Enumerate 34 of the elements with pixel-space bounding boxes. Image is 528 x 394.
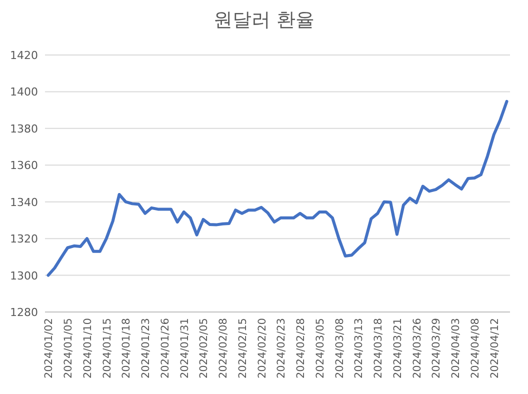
x-tick-label: 2024/02/28 [295, 318, 308, 379]
x-tick-label: 2024/02/15 [236, 318, 249, 379]
x-tick-label: 2024/01/02 [43, 318, 56, 379]
x-tick-label: 2024/03/26 [411, 318, 424, 379]
y-tick-label: 1400 [10, 86, 38, 99]
y-tick-label: 1420 [10, 49, 38, 62]
x-tick-label: 2024/03/18 [372, 318, 385, 379]
y-tick-label: 1380 [10, 122, 38, 136]
x-tick-label: 2024/01/23 [140, 318, 152, 379]
x-tick-label: 2024/03/05 [314, 318, 326, 379]
x-tick-label: 2024/04/08 [469, 318, 482, 379]
line-series [46, 100, 508, 277]
x-tick-label: 2024/03/08 [334, 318, 346, 379]
x-tick-label: 2024/02/23 [276, 318, 288, 379]
x-tick-label: 2024/01/15 [101, 318, 114, 379]
x-tick-label: 2024/01/10 [82, 318, 94, 379]
x-tick-label: 2024/03/29 [430, 318, 443, 379]
x-tick-label: 2024/01/05 [62, 318, 75, 379]
chart-title: 원달러 환율 [213, 9, 315, 31]
x-tick-label: 2024/01/26 [159, 318, 172, 379]
y-tick-label: 1320 [10, 232, 38, 246]
y-tick-label: 1300 [10, 269, 38, 282]
x-tick-label: 2024/02/08 [218, 318, 230, 379]
x-tick-label: 2024/03/21 [392, 318, 404, 379]
x-tick-label: 2024/01/18 [120, 318, 133, 379]
x-tick-label: 2024/01/31 [178, 318, 191, 379]
x-tick-label: 2024/04/12 [488, 318, 501, 379]
y-tick-label: 1360 [10, 159, 38, 172]
x-tick-label: 2024/02/20 [256, 318, 268, 379]
x-tick-label: 2024/04/03 [450, 318, 462, 379]
y-tick-label: 1340 [10, 196, 38, 209]
x-tick-label: 2024/02/05 [198, 318, 210, 379]
y-tick-label: 1280 [10, 306, 38, 319]
x-tick-label: 2024/03/13 [353, 318, 366, 379]
